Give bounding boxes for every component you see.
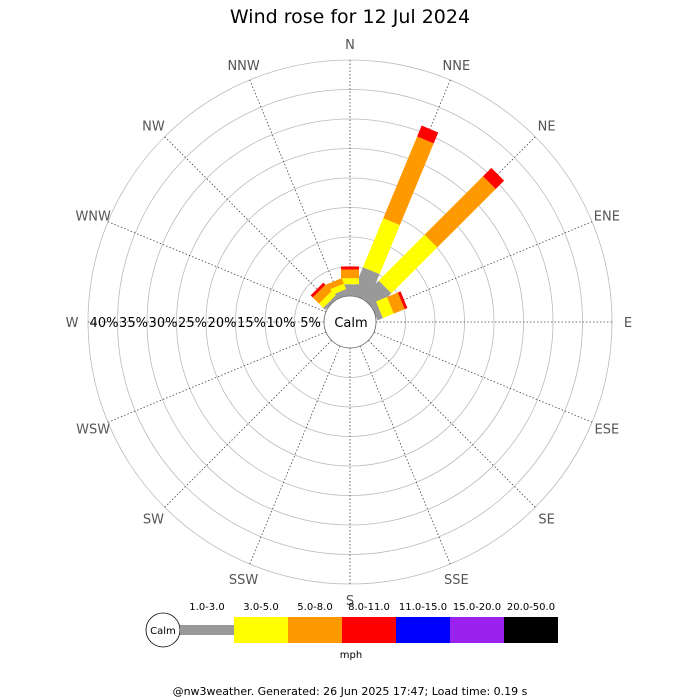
bar-nne-3.0-5.0 <box>362 218 400 275</box>
spoke-sse <box>359 345 451 565</box>
legend-swatch <box>504 617 558 643</box>
calm-center: Calm <box>323 295 377 349</box>
grid-ring <box>205 177 495 467</box>
legend-label: 3.0-5.0 <box>243 602 278 613</box>
direction-label-sse: SSE <box>444 573 469 588</box>
direction-label-wsw: WSW <box>76 422 110 437</box>
bar-n-5.0-8.0 <box>341 269 359 279</box>
bar-nnw-5.0-8.0 <box>324 278 344 291</box>
direction-label-ese: ESE <box>594 422 619 437</box>
calm-label: Calm <box>334 316 367 331</box>
spoke-wnw <box>107 221 327 313</box>
ring-label: 10% <box>267 316 296 331</box>
bar-n-8.0-11.0 <box>341 266 359 270</box>
bar-nw-1.0-3.0 <box>323 295 338 310</box>
spoke-nnw <box>249 79 341 299</box>
bar-nw-3.0-5.0 <box>318 290 336 308</box>
direction-label-se: SE <box>538 513 554 528</box>
direction-label-nw: NW <box>142 119 165 134</box>
bar-ne-5.0-8.0 <box>424 176 496 248</box>
direction-label-e: E <box>624 316 632 331</box>
bar-ne-8.0-11.0 <box>483 167 505 189</box>
ring-label: 20% <box>208 316 237 331</box>
legend-label: 8.0-11.0 <box>348 602 390 613</box>
spoke-ese <box>373 331 593 423</box>
bar-nne-8.0-11.0 <box>417 125 439 144</box>
bar-ne-3.0-5.0 <box>378 234 438 294</box>
direction-label-nne: NNE <box>443 59 471 74</box>
direction-label-s: S <box>346 594 354 609</box>
spoke-sw <box>164 340 332 508</box>
legend-label: 15.0-20.0 <box>453 602 501 613</box>
legend-calm-label: Calm <box>150 626 176 637</box>
wind-bars <box>310 125 505 321</box>
legend-label: 20.0-50.0 <box>507 602 555 613</box>
speed-unit-label: mph <box>340 650 362 661</box>
ring-label: 35% <box>119 316 148 331</box>
legend-label: 1.0-3.0 <box>189 602 224 613</box>
bar-nw-8.0-11.0 <box>310 282 326 298</box>
ring-label: 40% <box>90 316 119 331</box>
spoke-ssw <box>249 345 341 565</box>
direction-label-n: N <box>345 38 355 53</box>
spoke-wsw <box>107 331 327 423</box>
bar-ne-1.0-3.0 <box>362 280 392 310</box>
chart-title: Wind rose for 12 Jul 2024 <box>230 6 470 28</box>
footer-text: @nw3weather. Generated: 26 Jun 2025 17:4… <box>173 685 528 698</box>
ring-label: 25% <box>178 316 207 331</box>
legend-swatch <box>450 617 504 643</box>
legend-swatch <box>288 617 342 643</box>
direction-label-ene: ENE <box>594 210 620 225</box>
direction-label-wnw: WNW <box>75 210 111 225</box>
direction-label-ne: NE <box>538 119 556 134</box>
legend-swatch <box>396 617 450 643</box>
bar-nw-5.0-8.0 <box>312 284 332 304</box>
direction-label-w: W <box>66 316 79 331</box>
bar-ene-1.0-3.0 <box>370 301 383 321</box>
direction-label-sw: SW <box>143 513 164 528</box>
direction-label-nnw: NNW <box>227 59 259 74</box>
direction-spokes <box>88 60 612 584</box>
bar-ene-3.0-5.0 <box>376 296 394 319</box>
bar-ene-8.0-11.0 <box>397 291 408 310</box>
grid-ring <box>264 236 436 408</box>
bar-ene-5.0-8.0 <box>386 292 405 314</box>
spoke-nw <box>164 136 332 304</box>
bar-n-3.0-5.0 <box>341 278 359 285</box>
bar-nne-5.0-8.0 <box>383 136 434 226</box>
spoke-se <box>368 340 536 508</box>
ring-label: 30% <box>149 316 178 331</box>
legend-label: 5.0-8.0 <box>297 602 332 613</box>
ring-label: 15% <box>237 316 266 331</box>
speed-legend: Calm 1.0-3.0 3.0-5.0 5.0-8.0 8.0-11.0 11.0-1… <box>145 602 558 661</box>
legend-swatch <box>342 617 396 643</box>
spoke-ene <box>373 221 593 313</box>
legend-label: 11.0-15.0 <box>399 602 447 613</box>
legend-swatch <box>234 617 288 643</box>
direction-labels: N NNE NE ENE E ESE SE SSE S SSW SW WSW W WNW NW NNW <box>66 38 633 609</box>
direction-label-ssw: SSW <box>229 573 259 588</box>
ring-labels: 5% 10%15%20%25%30%35%40% <box>90 316 321 331</box>
legend-swatch <box>180 625 234 635</box>
ring-label: 5% <box>300 316 321 331</box>
grid-ring <box>146 118 554 526</box>
